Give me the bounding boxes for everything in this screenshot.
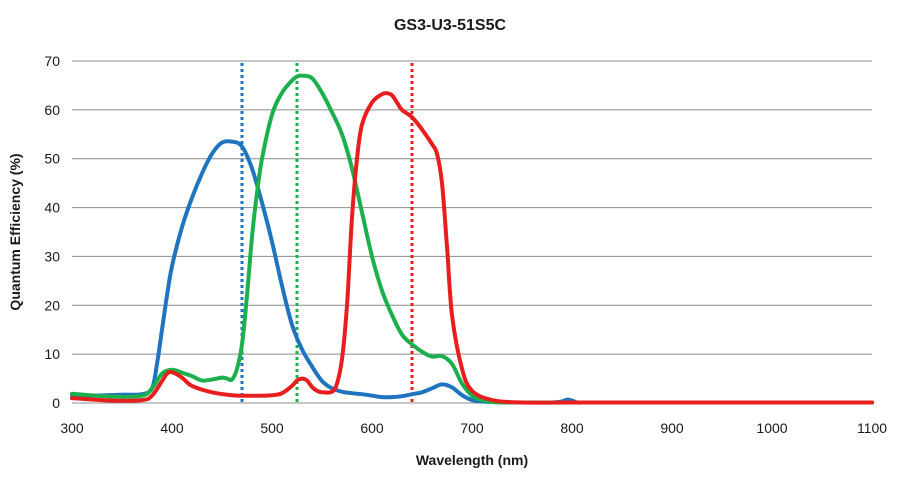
x-tick-900: 900	[660, 420, 684, 436]
y-tick-labels: 0 10 20 30 40 50 60 70	[44, 53, 60, 411]
x-tick-labels: 300 400 500 600 700 800 900 1000 1100	[60, 420, 887, 436]
series-line-green	[70, 73, 874, 405]
x-tick-400: 400	[160, 420, 184, 436]
x-tick-800: 800	[560, 420, 584, 436]
series-line-red	[70, 91, 874, 405]
y-tick-10: 10	[44, 346, 60, 362]
y-tick-50: 50	[44, 151, 60, 167]
grid-lines	[72, 60, 872, 404]
y-tick-70: 70	[44, 53, 60, 69]
y-axis-label: Quantum Efficiency (%)	[7, 153, 23, 310]
series-line-blue	[70, 139, 874, 405]
y-tick-30: 30	[44, 248, 60, 264]
chart-title: GS3-U3-51S5C	[394, 17, 506, 34]
x-axis-label: Wavelength (nm)	[416, 452, 528, 468]
data-series	[70, 73, 874, 405]
y-tick-20: 20	[44, 297, 60, 313]
x-tick-1000: 1000	[756, 420, 787, 436]
x-tick-1100: 1100	[857, 420, 887, 436]
x-tick-300: 300	[60, 420, 84, 436]
y-tick-60: 60	[44, 102, 60, 118]
x-tick-500: 500	[260, 420, 284, 436]
reference-lines	[240, 63, 414, 403]
x-tick-700: 700	[460, 420, 484, 436]
y-tick-40: 40	[44, 200, 60, 216]
y-tick-0: 0	[52, 395, 60, 411]
x-tick-600: 600	[360, 420, 384, 436]
